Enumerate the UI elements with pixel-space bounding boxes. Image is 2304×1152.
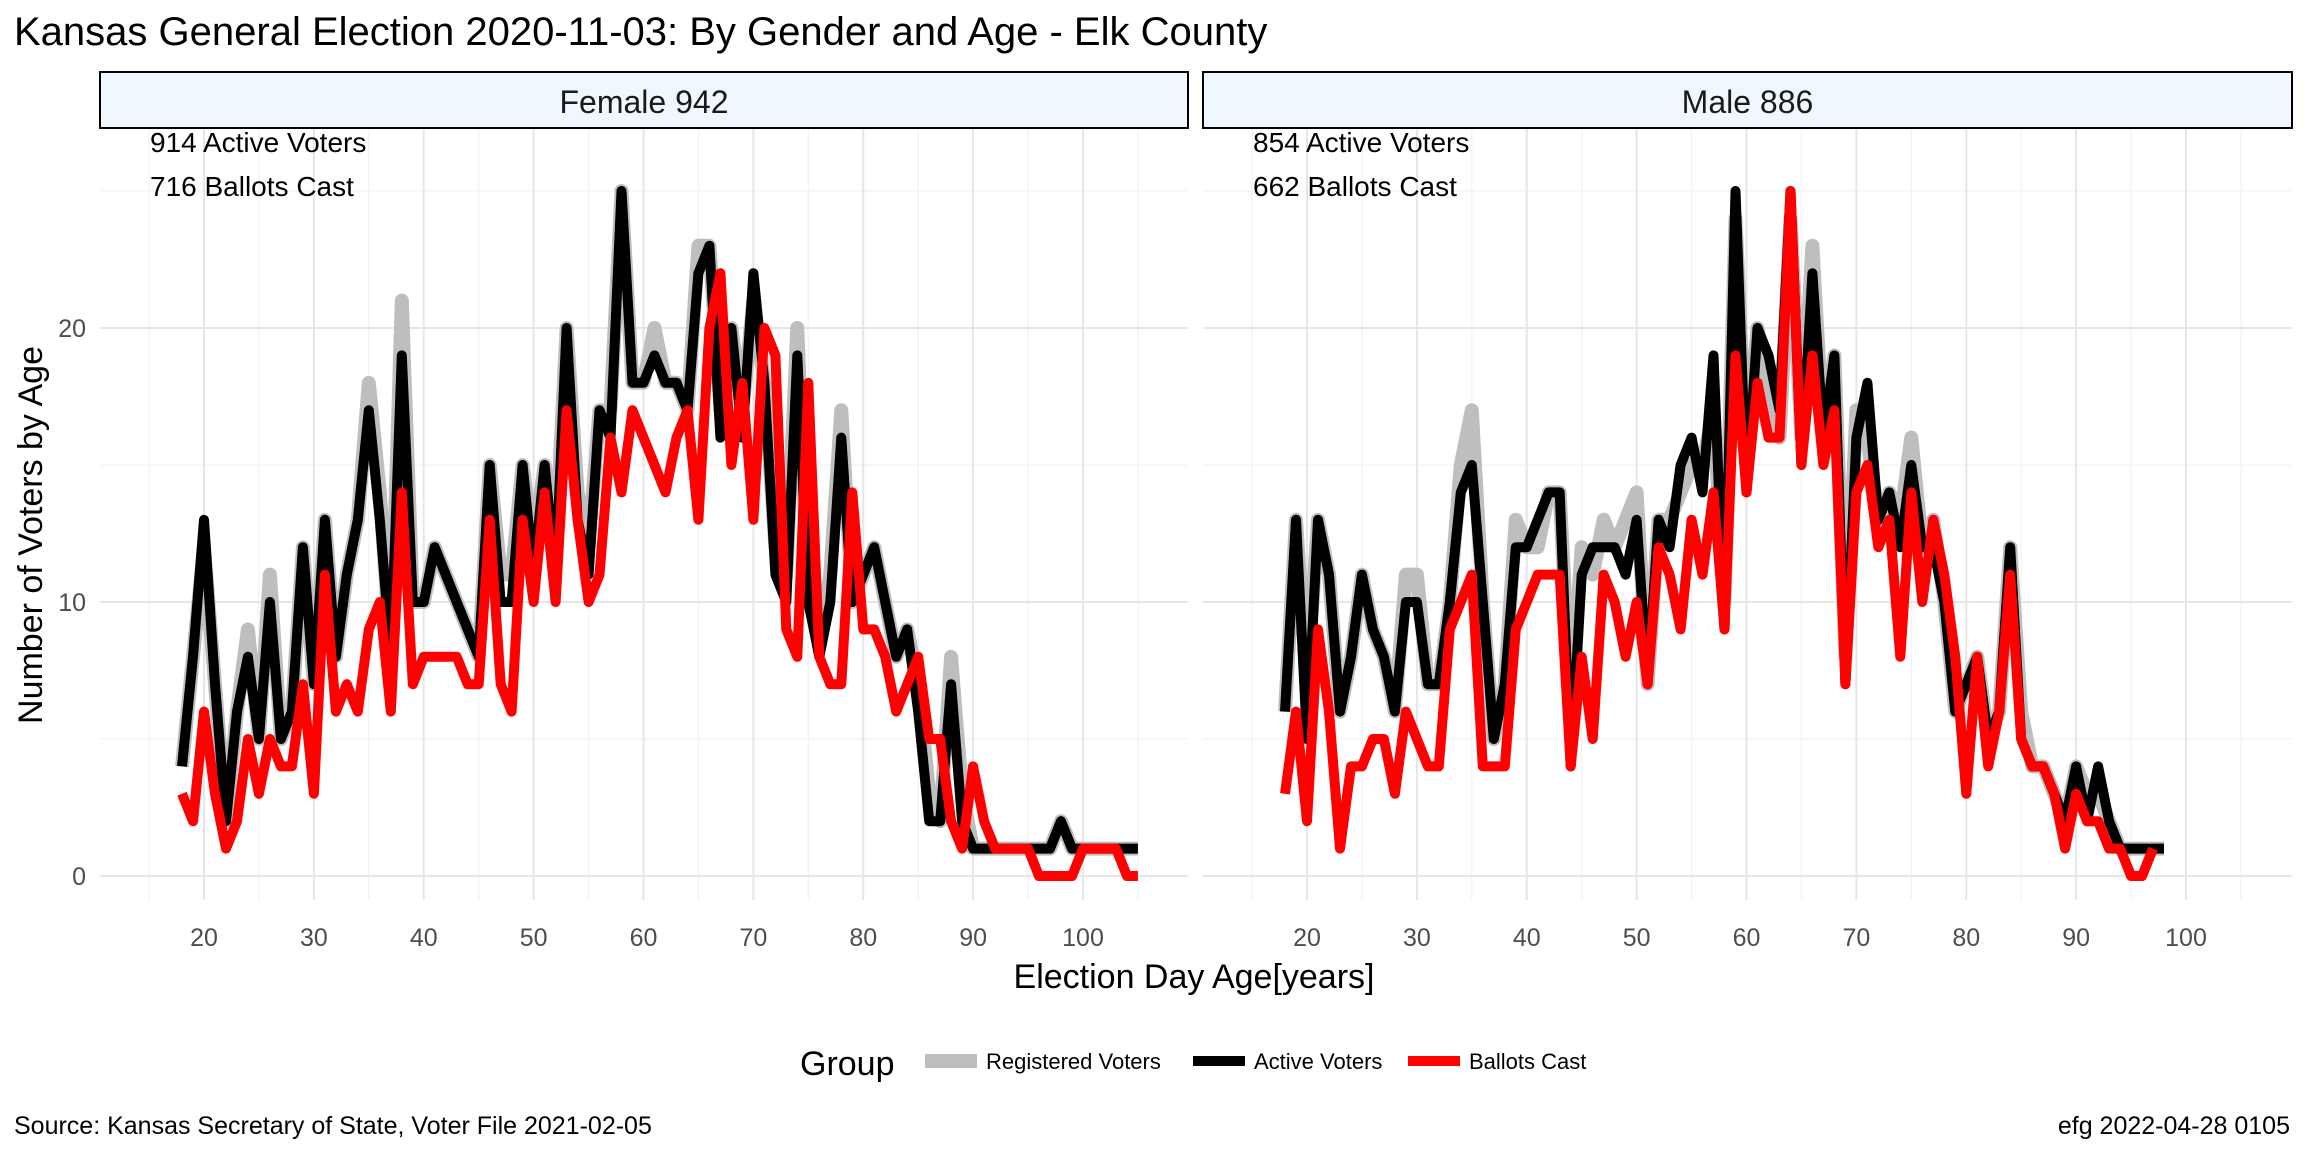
series-line-ballots-cast bbox=[1280, 186, 2158, 881]
legend: Group Registered Voters Active Voters Ball… bbox=[800, 1045, 1586, 1083]
x-axis-label: Election Day Age[years] bbox=[1014, 958, 1375, 996]
legend-label: Registered Voters bbox=[986, 1049, 1161, 1074]
strip-box bbox=[99, 71, 1189, 129]
y-tick-label: 0 bbox=[72, 863, 86, 891]
x-tick-label: 30 bbox=[1403, 924, 1431, 952]
x-tick-label: 90 bbox=[959, 924, 987, 952]
legend-label: Active Voters bbox=[1254, 1049, 1382, 1074]
source-note: Source: Kansas Secretary of State, Voter… bbox=[14, 1112, 652, 1140]
series-line-active-voters bbox=[177, 186, 1138, 854]
x-tick-label: 80 bbox=[849, 924, 877, 952]
x-tick-label: 30 bbox=[300, 924, 328, 952]
x-tick-label: 60 bbox=[630, 924, 658, 952]
panel-male: Male 886 854 Active Voters 662 Ballots Cas… bbox=[1202, 71, 2293, 952]
x-tick-label: 40 bbox=[410, 924, 438, 952]
y-tick-label: 20 bbox=[58, 315, 86, 343]
chart-title: Kansas General Election 2020-11-03: By G… bbox=[14, 10, 1267, 54]
x-tick-label: 100 bbox=[1062, 924, 1104, 952]
credit-note: efg 2022-04-28 0105 bbox=[2058, 1112, 2290, 1140]
x-tick-label: 90 bbox=[2062, 924, 2090, 952]
ballots-cast-annotation: 662 Ballots Cast bbox=[1253, 171, 1457, 202]
x-tick-label: 70 bbox=[1842, 924, 1870, 952]
x-tick-label: 50 bbox=[1623, 924, 1651, 952]
legend-label: Ballots Cast bbox=[1469, 1049, 1586, 1074]
strip-box bbox=[1202, 71, 2293, 129]
ballots-cast-annotation: 716 Ballots Cast bbox=[150, 171, 354, 202]
gridlines bbox=[1203, 128, 2292, 900]
strip-label: Female 942 bbox=[560, 84, 729, 120]
panels: Female 942 914 Active Voters 716 Ballots C… bbox=[58, 71, 2293, 952]
active-voters-annotation: 854 Active Voters bbox=[1253, 127, 1469, 158]
x-tick-label: 60 bbox=[1733, 924, 1761, 952]
x-tick-label: 40 bbox=[1513, 924, 1541, 952]
y-axis-label: Number of Voters by Age bbox=[12, 346, 50, 724]
strip-label: Male 886 bbox=[1682, 84, 1814, 120]
x-tick-label: 20 bbox=[190, 924, 218, 952]
active-voters-annotation: 914 Active Voters bbox=[150, 127, 366, 158]
series-line-ballots-cast bbox=[177, 268, 1138, 881]
x-tick-label: 20 bbox=[1293, 924, 1321, 952]
x-tick-label: 80 bbox=[1952, 924, 1980, 952]
x-tick-label: 70 bbox=[739, 924, 767, 952]
x-tick-label: 50 bbox=[520, 924, 548, 952]
panel-female: Female 942 914 Active Voters 716 Ballots C… bbox=[58, 71, 1189, 952]
x-tick-label: 100 bbox=[2165, 924, 2207, 952]
y-tick-label: 10 bbox=[58, 589, 86, 617]
legend-title: Group bbox=[800, 1045, 895, 1083]
